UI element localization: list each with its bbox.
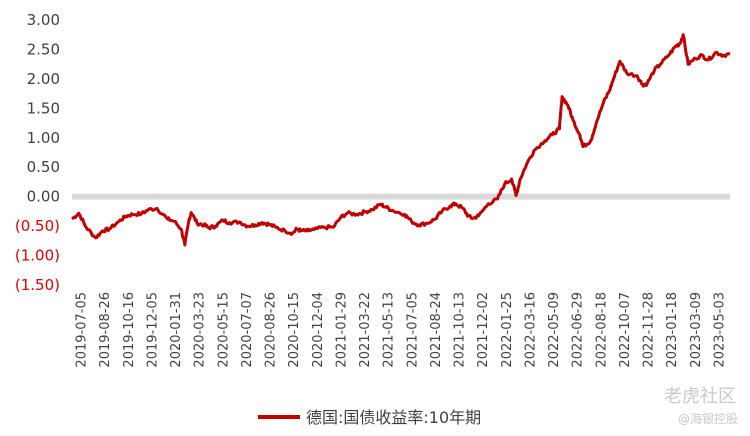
y-tick-label: 0.00 — [27, 188, 60, 206]
x-tick-label: 2020-03-23 — [193, 292, 208, 368]
x-tick-label: 2019-12-05 — [145, 292, 160, 368]
legend: 德国:国债收益率:10年期 — [258, 408, 481, 427]
y-axis: 3.00 2.50 2.00 1.50 1.00 0.50 0.00 (0.50) (1.00)… — [15, 11, 60, 294]
x-tick-label: 2022-06-29 — [571, 292, 586, 368]
x-tick-label: 2022-10-07 — [618, 292, 633, 368]
y-tick-label: 2.50 — [27, 40, 60, 58]
watermark-sub: @海银控股 — [677, 412, 738, 426]
y-tick-label: 0.50 — [27, 158, 60, 176]
x-tick-label: 2022-01-25 — [500, 292, 515, 368]
y-tick-label: 2.00 — [27, 70, 60, 88]
x-tick-label: 2021-10-13 — [453, 292, 468, 368]
x-tick-label: 2020-10-15 — [287, 292, 302, 368]
x-tick-label: 2020-08-26 — [264, 292, 279, 368]
x-tick-label: 2019-10-16 — [122, 292, 137, 368]
x-tick-label: 2021-07-05 — [405, 292, 420, 368]
x-tick-label: 2023-03-09 — [689, 292, 704, 368]
x-tick-label: 2023-05-03 — [713, 292, 728, 368]
x-tick-label: 2021-05-13 — [382, 292, 397, 368]
x-tick-label: 2023-01-18 — [665, 292, 680, 368]
x-tick-label: 2020-12-04 — [311, 292, 326, 368]
x-tick-label: 2021-03-22 — [358, 292, 373, 368]
x-tick-label: 2022-03-16 — [523, 292, 538, 368]
y-tick-label: (0.50) — [15, 217, 60, 235]
x-tick-label: 2021-12-02 — [476, 292, 491, 368]
y-tick-label: 1.50 — [27, 99, 60, 117]
series-line — [71, 33, 731, 247]
x-tick-label: 2019-08-26 — [98, 292, 113, 368]
x-tick-label: 2020-05-15 — [216, 292, 231, 368]
legend-label: 德国:国债收益率:10年期 — [306, 408, 481, 427]
x-tick-label: 2022-11-28 — [642, 292, 657, 368]
series-layer — [71, 33, 731, 247]
y-tick-label: (1.50) — [15, 276, 60, 294]
x-tick-label: 2019-07-05 — [75, 292, 90, 368]
x-axis: 2019-07-05 2019-08-26 2019-10-16 2019-12-05… — [75, 292, 728, 368]
x-tick-label: 2021-01-29 — [334, 292, 349, 368]
x-tick-label: 2021-08-24 — [429, 292, 444, 368]
x-tick-label: 2020-07-07 — [240, 292, 255, 368]
y-tick-label: (1.00) — [15, 247, 60, 265]
x-tick-label: 2020-01-31 — [169, 292, 184, 368]
x-tick-label: 2022-05-09 — [547, 292, 562, 368]
watermark-main: 老虎社区 — [664, 386, 736, 407]
y-tick-label: 3.00 — [27, 11, 60, 29]
y-tick-label: 1.00 — [27, 129, 60, 147]
x-tick-label: 2022-08-18 — [594, 292, 609, 368]
